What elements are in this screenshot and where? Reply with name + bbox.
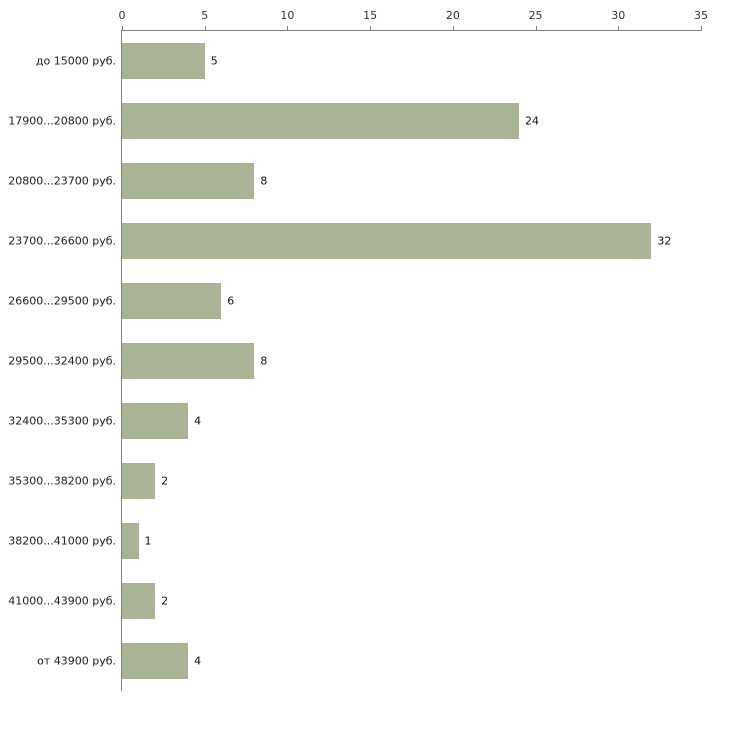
category-label: до 15000 руб. xyxy=(35,54,116,68)
x-axis-tick-mark xyxy=(287,26,289,31)
x-axis-tick-label: 30 xyxy=(611,9,626,22)
x-axis-tick-mark xyxy=(122,26,123,31)
x-axis-tick-label: 35 xyxy=(694,9,708,22)
category-label: 29500...32400 руб. xyxy=(8,354,116,368)
bar-row: от 43900 руб. 4 xyxy=(37,631,701,691)
x-axis-tick-label: 5 xyxy=(201,9,209,22)
bar xyxy=(122,643,189,679)
value-label: 24 xyxy=(525,114,540,128)
bar xyxy=(122,103,520,139)
bar xyxy=(122,463,156,499)
value-label: 5 xyxy=(210,54,218,68)
bar xyxy=(122,43,205,79)
category-label: 17900...20800 руб. xyxy=(8,114,116,128)
x-axis-tick-label: 15 xyxy=(363,9,378,22)
bar xyxy=(122,283,222,319)
bar-row: 17900...20800 руб. 24 xyxy=(8,91,701,151)
x-axis-tick-mark xyxy=(370,26,372,31)
bar-row: 23700...26600 руб. 32 xyxy=(8,211,701,271)
category-label: 41000...43900 руб. xyxy=(8,594,116,608)
plot-area: 0 5 10 15 20 25 30 35 до 15000 руб. 5 17900...2080… xyxy=(8,9,708,691)
x-axis-tick-label: 25 xyxy=(528,9,543,22)
bar-row: до 15000 руб. 5 xyxy=(36,31,701,91)
bar xyxy=(122,343,255,379)
bar-row: 26600...29500 руб. 6 xyxy=(8,271,701,331)
value-label: 8 xyxy=(260,174,268,188)
x-axis-tick-label: 10 xyxy=(280,9,295,22)
value-label: 2 xyxy=(161,474,169,488)
x-axis-tick-label: 0 xyxy=(118,9,126,22)
bar-row: 38200...41000 руб. 1 xyxy=(8,511,701,571)
bar-row: 29500...32400 руб. 8 xyxy=(8,331,701,391)
bar xyxy=(122,223,652,259)
category-label: 35300...38200 руб. xyxy=(8,474,116,488)
value-label: 4 xyxy=(194,414,202,428)
category-label: 32400...35300 руб. xyxy=(8,414,116,428)
category-label: 38200...41000 руб. xyxy=(8,534,116,548)
bar xyxy=(122,403,189,439)
bar xyxy=(122,163,255,199)
bar-row: 35300...38200 руб. 2 xyxy=(8,451,701,511)
category-label: 26600...29500 руб. xyxy=(8,294,116,308)
value-label: 2 xyxy=(161,594,169,608)
bar xyxy=(122,523,139,559)
category-label: 23700...26600 руб. xyxy=(8,234,116,248)
category-label: от 43900 руб. xyxy=(37,654,116,668)
value-label: 8 xyxy=(260,354,268,368)
x-axis-tick-mark xyxy=(452,26,454,31)
value-label: 4 xyxy=(194,654,202,668)
value-label: 1 xyxy=(144,534,152,548)
x-axis-tick-mark xyxy=(204,26,206,31)
x-axis-tick-mark xyxy=(618,26,620,31)
value-label: 6 xyxy=(227,294,235,308)
bar-row: 32400...35300 руб. 4 xyxy=(8,391,701,451)
bar xyxy=(122,583,156,619)
bar-row: 20800...23700 руб. 8 xyxy=(8,151,701,211)
value-label: 32 xyxy=(657,234,672,248)
bar-row: 41000...43900 руб. 2 xyxy=(8,571,701,631)
x-axis-tick-mark xyxy=(535,26,537,31)
x-axis-tick-label: 20 xyxy=(445,9,460,22)
x-axis-tick-mark xyxy=(701,26,702,31)
category-label: 20800...23700 руб. xyxy=(8,174,116,188)
